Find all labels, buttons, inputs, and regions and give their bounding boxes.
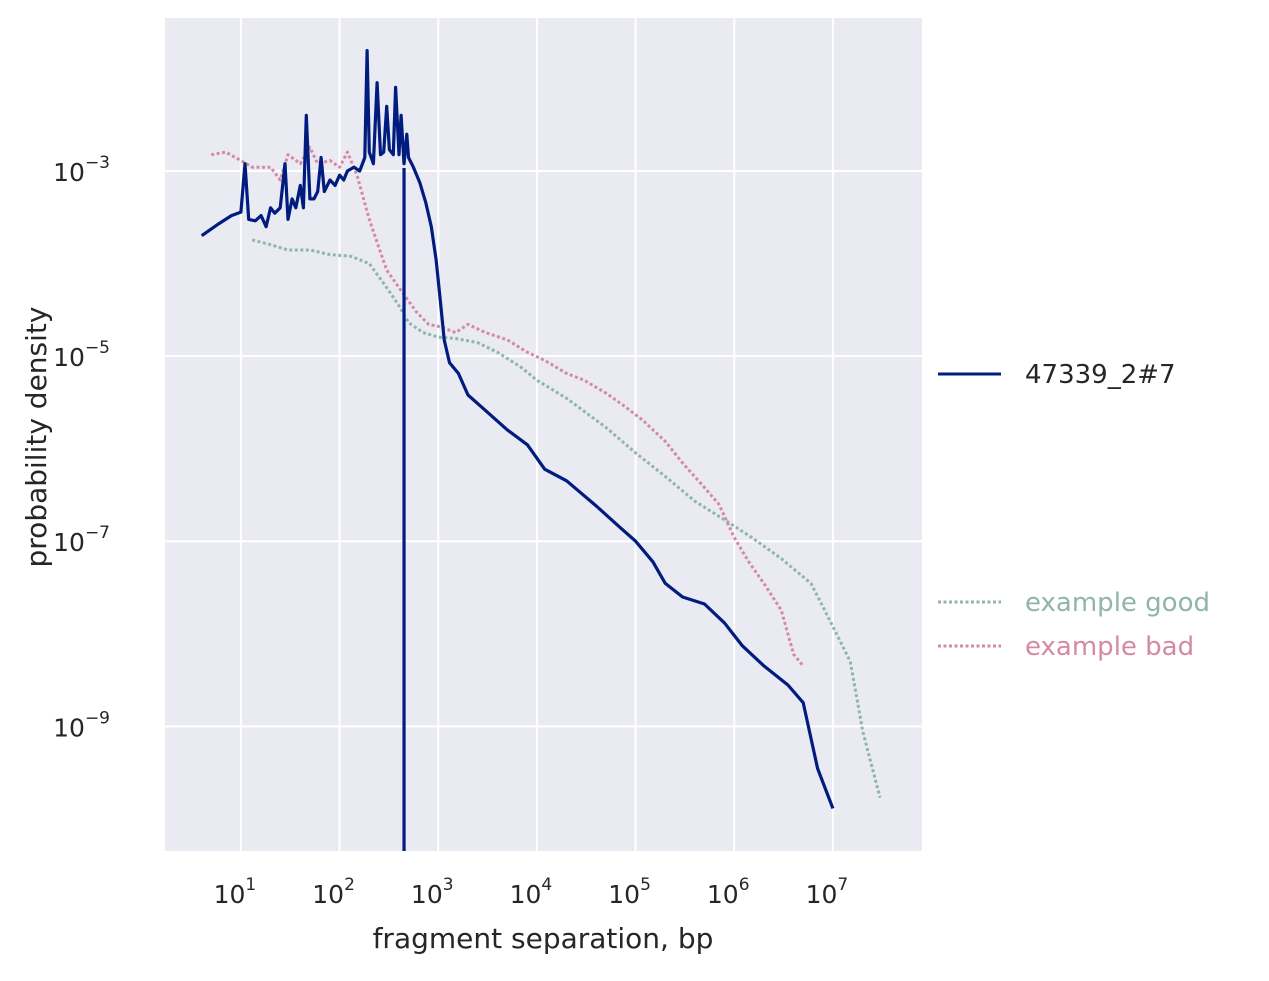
legend-label: 47339_2#7 bbox=[1025, 360, 1176, 390]
legend-label: example good bbox=[1025, 588, 1210, 618]
plot-area bbox=[200, 49, 882, 851]
legend-label: example bad bbox=[1025, 632, 1194, 662]
series-line-47339-2-7 bbox=[200, 49, 835, 809]
x-tick-label: 107 bbox=[806, 875, 849, 909]
x-tick-label: 101 bbox=[214, 875, 257, 909]
x-tick-label: 104 bbox=[510, 875, 553, 909]
y-axis-label: probability density bbox=[20, 307, 53, 568]
x-tick-label: 106 bbox=[707, 875, 750, 909]
y-tick-label: 10−3 bbox=[53, 153, 110, 187]
plot-background bbox=[165, 18, 922, 851]
x-tick-label: 102 bbox=[312, 875, 355, 909]
x-axis-label: fragment separation, bp bbox=[373, 922, 714, 955]
grid bbox=[165, 18, 922, 851]
series-line-example-bad bbox=[210, 145, 805, 667]
series-line-example-good bbox=[251, 238, 882, 798]
x-tick-label: 105 bbox=[608, 875, 651, 909]
x-axis-ticks: 101 102 103 104 105 106 107 bbox=[214, 875, 849, 909]
x-tick-label: 103 bbox=[411, 875, 454, 909]
y-axis-ticks: 10−3 10−5 10−7 10−9 bbox=[53, 153, 110, 742]
y-tick-label: 10−7 bbox=[53, 523, 110, 557]
y-tick-label: 10−9 bbox=[53, 708, 110, 742]
y-tick-label: 10−5 bbox=[53, 338, 110, 372]
